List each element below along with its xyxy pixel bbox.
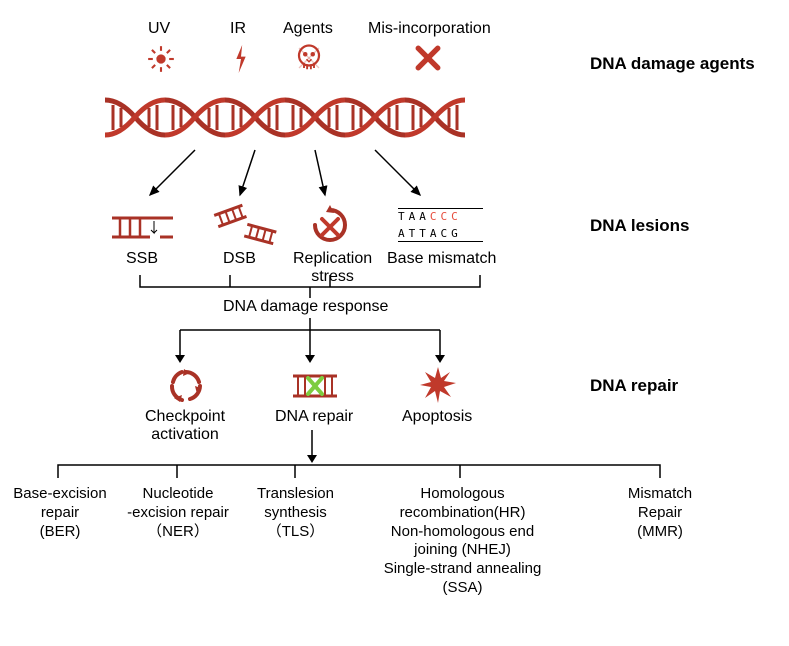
- seq-top-1: A: [409, 210, 420, 223]
- replication-stress-icon: [308, 205, 353, 245]
- pathway-ber-l2: (BER): [10, 523, 110, 542]
- pathway-mmr: Mismatch Repair (MMR): [600, 485, 720, 541]
- seq-top-2: A: [419, 210, 430, 223]
- dna-repair-icon: [290, 368, 340, 404]
- agent-misinc-label: Mis-incorporation: [368, 20, 491, 38]
- apoptosis-label: Apoptosis: [402, 408, 472, 426]
- pathway-ner-l1: -excision repair: [118, 504, 238, 523]
- seq-bot-1: T: [409, 227, 420, 240]
- seq-top-0: T: [398, 210, 409, 223]
- pathway-tls-l2: （TLS）: [248, 523, 343, 542]
- mismatch-icon: TAACCC ATTACG: [398, 208, 483, 244]
- pathway-ner: Nucleotide -excision repair （NER）: [118, 485, 238, 541]
- lesion-mismatch-label: Base mismatch: [387, 250, 496, 268]
- pathway-ner-l0: Nucleotide: [118, 485, 238, 504]
- seq-top-5: C: [451, 210, 462, 223]
- seq-top-3: C: [430, 210, 441, 223]
- pathway-tls-l1: synthesis: [248, 504, 343, 523]
- apoptosis-icon: [418, 365, 458, 405]
- pathway-mmr-l1: Repair: [600, 504, 720, 523]
- agent-uv-label: UV: [148, 20, 170, 38]
- lesion-dsb-label: DSB: [223, 250, 256, 268]
- pathway-hr-l0: Homologous: [370, 485, 555, 504]
- skull-icon: [294, 43, 324, 73]
- dna-repair-label: DNA repair: [275, 408, 353, 426]
- x-icon: [415, 45, 441, 71]
- pathway-hr-l2: Non-homologous end: [370, 523, 555, 542]
- pathway-tls: Translesion synthesis （TLS）: [248, 485, 343, 541]
- section-dna-lesions: DNA lesions: [590, 216, 690, 236]
- seq-bot-3: A: [430, 227, 441, 240]
- pathway-mmr-l0: Mismatch: [600, 485, 720, 504]
- agent-ir-label: IR: [230, 20, 246, 38]
- dna-damage-response-label: DNA damage response: [223, 298, 388, 316]
- ssb-icon: [110, 210, 175, 245]
- seq-bot-2: T: [419, 227, 430, 240]
- pathway-hr-l5: (SSA): [370, 579, 555, 598]
- section-dna-repair: DNA repair: [590, 376, 678, 396]
- pathway-mmr-l2: (MMR): [600, 523, 720, 542]
- seq-top-4: C: [441, 210, 452, 223]
- pathway-hr-l3: joining (NHEJ): [370, 541, 555, 560]
- pathway-ber: Base-excision repair (BER): [10, 485, 110, 541]
- branch-to-repair: [120, 318, 500, 368]
- pathway-hr-nhej-ssa: Homologous recombination(HR) Non-homolog…: [370, 485, 555, 598]
- seq-bot-5: G: [451, 227, 462, 240]
- sun-icon: [147, 45, 175, 73]
- pathway-hr-l4: Single-strand annealing: [370, 560, 555, 579]
- dna-helix-icon: [105, 90, 465, 145]
- pathway-ner-l2: （NER）: [118, 523, 238, 542]
- agent-agents-label: Agents: [283, 20, 333, 38]
- pathway-ber-l1: repair: [10, 504, 110, 523]
- cycle-icon: [168, 368, 204, 404]
- lightning-icon: [232, 45, 250, 73]
- pathway-tls-l0: Translesion: [248, 485, 343, 504]
- seq-bot-0: A: [398, 227, 409, 240]
- seq-bot-4: C: [441, 227, 452, 240]
- section-damage-agents: DNA damage agents: [590, 54, 755, 74]
- lesion-ssb-label: SSB: [126, 250, 158, 268]
- pathway-hr-l1: recombination(HR): [370, 504, 555, 523]
- arrows-to-lesions: [100, 145, 500, 205]
- dsb-icon: [210, 200, 280, 250]
- pathway-ber-l0: Base-excision: [10, 485, 110, 504]
